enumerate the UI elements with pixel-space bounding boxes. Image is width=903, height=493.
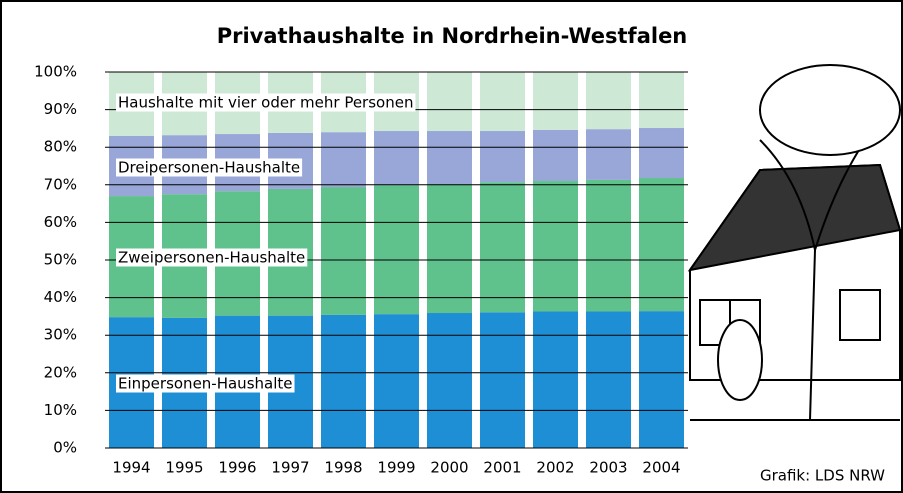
y-tick-label: 70%: [44, 175, 77, 193]
y-tick-label: 30%: [44, 326, 77, 344]
x-tick-label: 2000: [430, 459, 468, 477]
y-tick-label: 0%: [53, 439, 77, 457]
page: {"chart_data": {"type": "stacked_bar", "…: [0, 0, 903, 493]
bar-segment: [480, 131, 525, 182]
y-tick-label: 40%: [44, 288, 77, 306]
x-tick-label: 1999: [377, 459, 415, 477]
series-label: Zweipersonen-Haushalte: [118, 249, 305, 267]
x-tick-label: 1998: [324, 459, 362, 477]
bar-segment: [586, 72, 631, 129]
bar-segment: [374, 185, 419, 314]
x-tick-label: 2004: [642, 459, 680, 477]
series-label: Einpersonen-Haushalte: [118, 375, 293, 393]
bar-segment: [427, 313, 472, 448]
y-tick-label: 10%: [44, 401, 77, 419]
x-tick-label: 1997: [271, 459, 309, 477]
bar-segment: [586, 312, 631, 448]
bar-segment: [533, 130, 578, 181]
bar-segment: [639, 178, 684, 311]
bar-segment: [321, 187, 366, 315]
x-tick-label: 2002: [536, 459, 574, 477]
x-tick-label: 2003: [589, 459, 627, 477]
bar-segment: [533, 312, 578, 448]
x-tick-label: 2001: [483, 459, 521, 477]
chart-title: Privathaushalte in Nordrhein-Westfalen: [217, 24, 688, 48]
bar-segment: [321, 132, 366, 187]
bar-segment: [639, 72, 684, 128]
bar-segment: [374, 131, 419, 185]
y-tick-label: 60%: [44, 213, 77, 231]
bar-segment: [374, 314, 419, 448]
bar-segment: [480, 182, 525, 312]
bar-segment: [639, 128, 684, 178]
series-label: Haushalte mit vier oder mehr Personen: [118, 94, 413, 112]
bar-segment: [427, 184, 472, 313]
bar-segment: [533, 181, 578, 311]
y-tick-label: 90%: [44, 100, 77, 118]
x-tick-label: 1994: [112, 459, 150, 477]
bar-segment: [533, 72, 578, 130]
bar-segment: [586, 129, 631, 180]
chart: Privathaushalte in Nordrhein-Westfalen G…: [0, 0, 903, 493]
series-label: Dreipersonen-Haushalte: [118, 159, 300, 177]
y-tick-label: 100%: [34, 63, 77, 81]
bar-segment: [586, 180, 631, 312]
x-tick-label: 1995: [165, 459, 203, 477]
bar-segment: [480, 312, 525, 448]
y-tick-label: 20%: [44, 363, 77, 381]
bar-segment: [427, 131, 472, 184]
bar-segment: [480, 72, 525, 131]
bar-segment: [427, 72, 472, 131]
y-tick-label: 80%: [44, 138, 77, 156]
bar-segment: [639, 311, 684, 448]
source-note: Grafik: LDS NRW: [760, 467, 885, 485]
y-tick-label: 50%: [44, 251, 77, 269]
x-tick-label: 1996: [218, 459, 256, 477]
